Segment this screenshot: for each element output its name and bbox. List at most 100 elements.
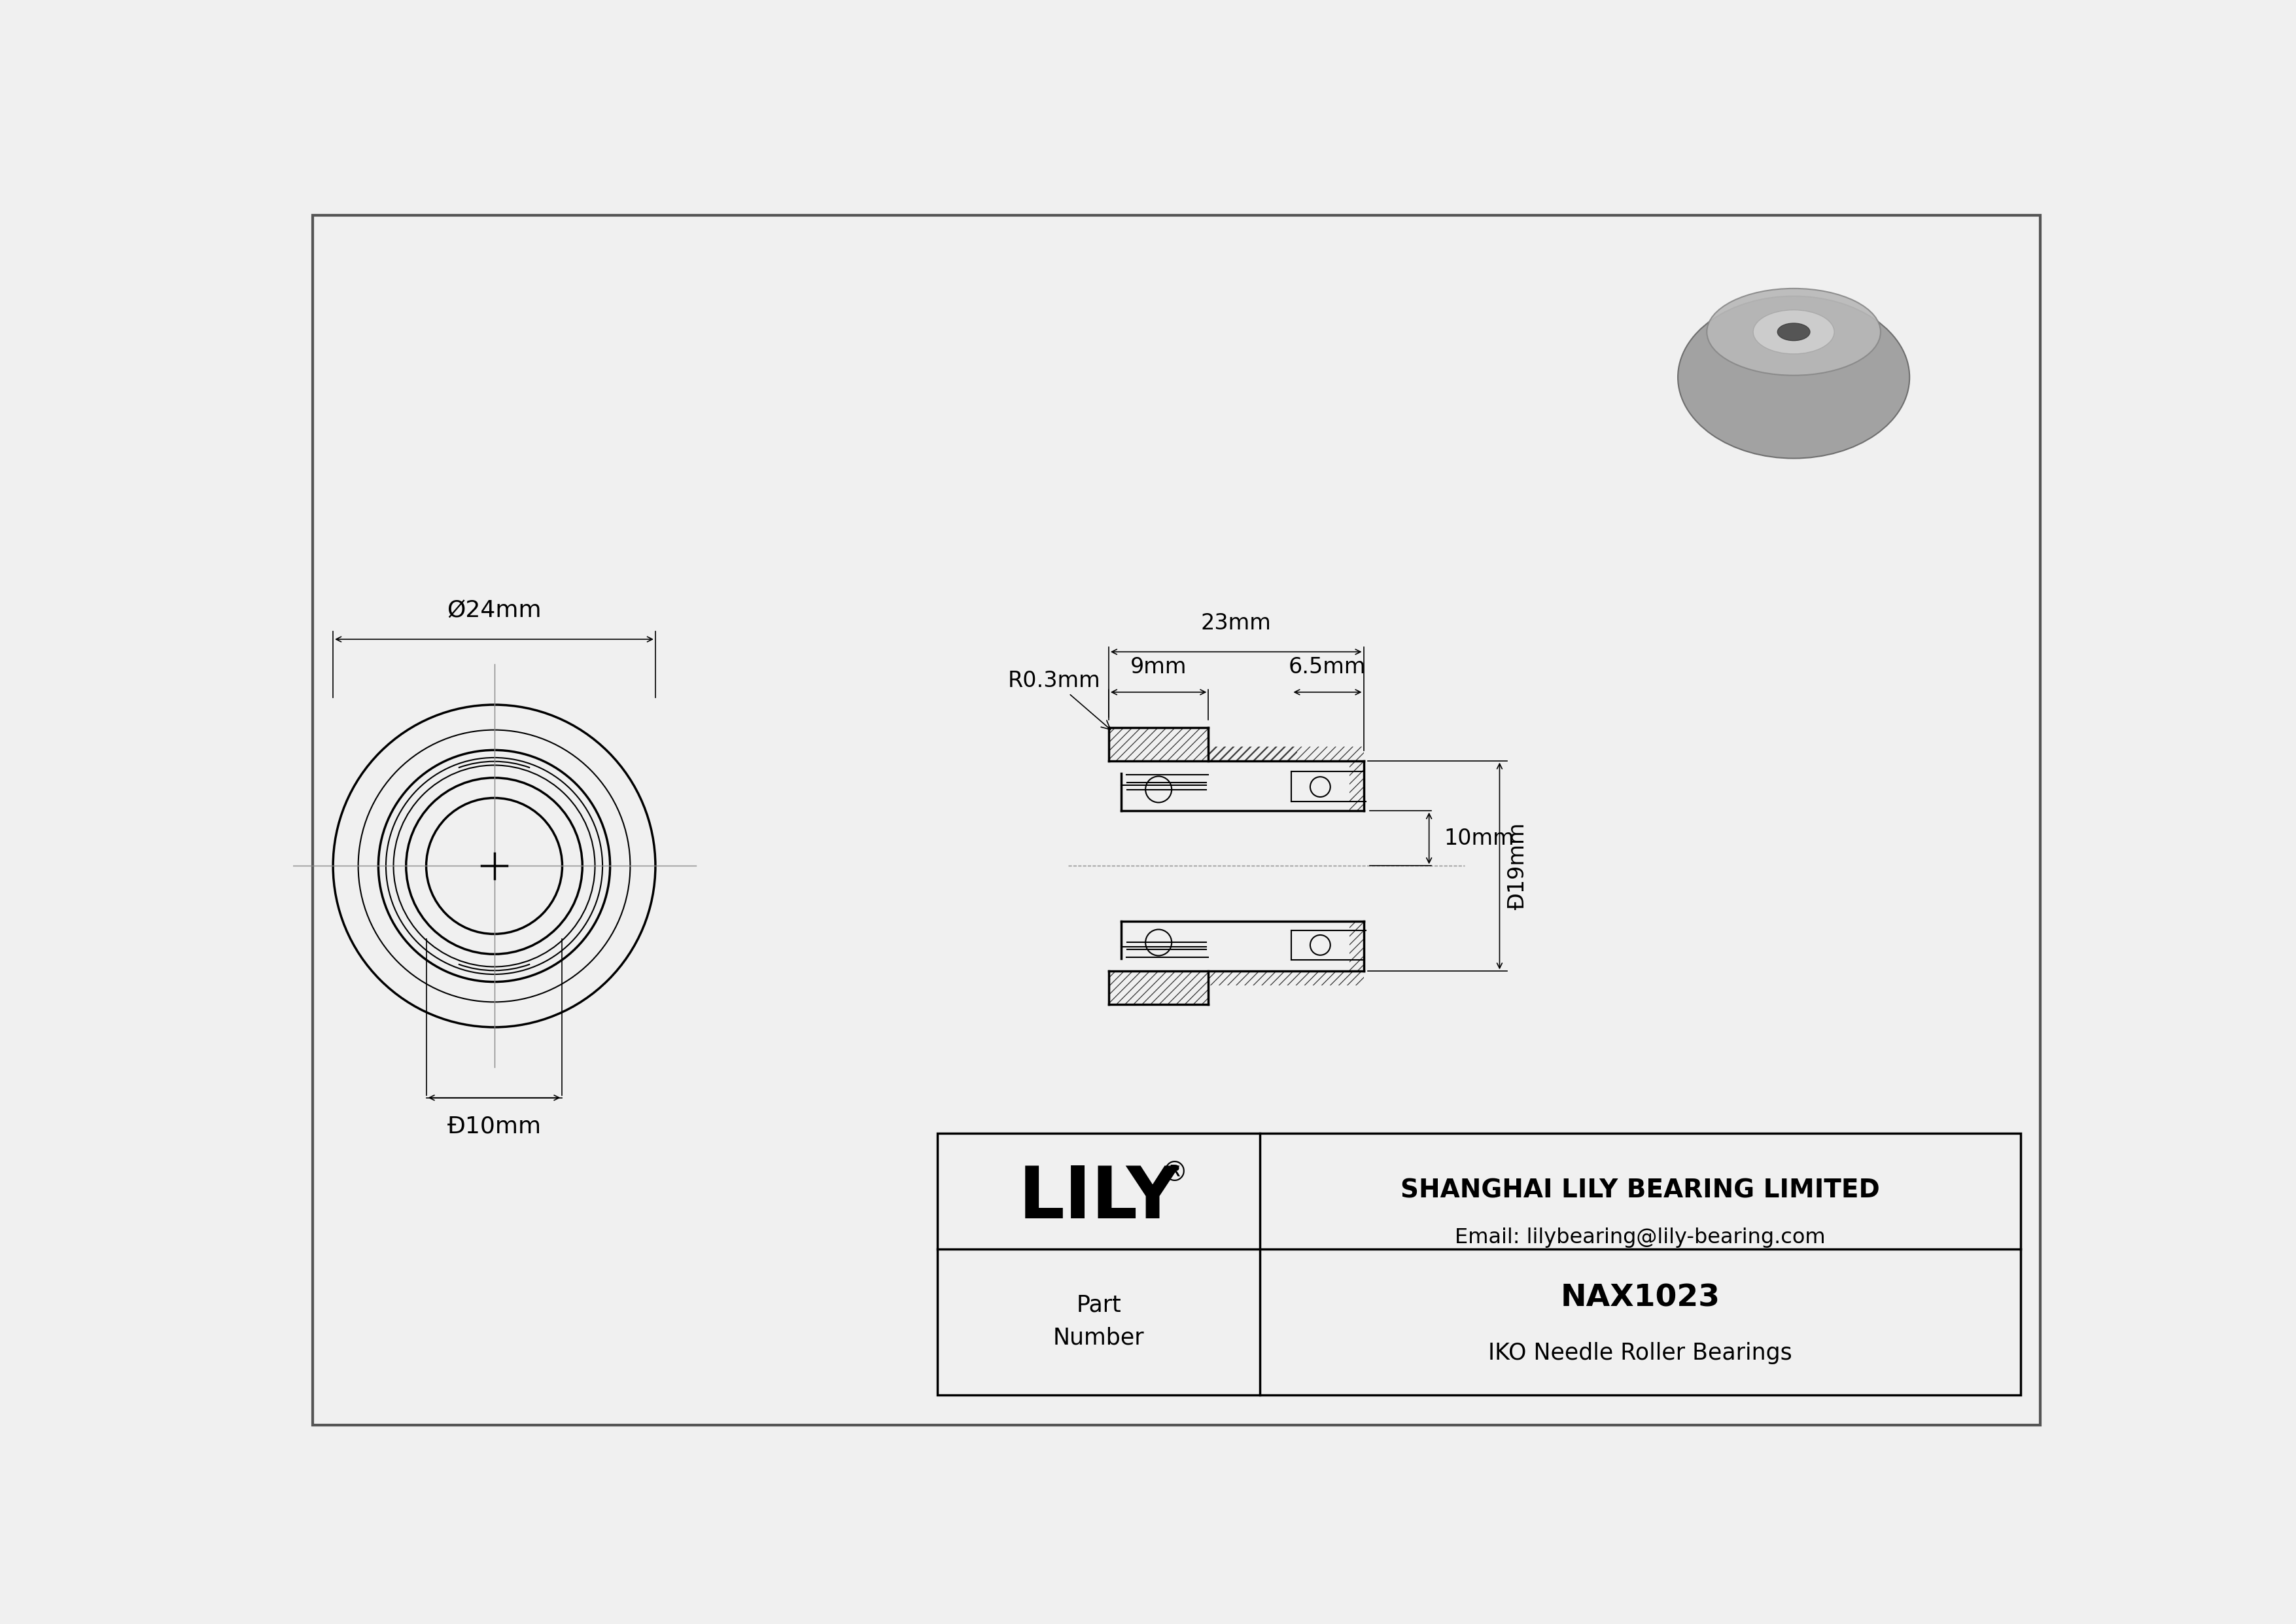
- Polygon shape: [1208, 971, 1364, 986]
- Polygon shape: [1350, 760, 1364, 810]
- Polygon shape: [1208, 747, 1297, 760]
- Polygon shape: [1208, 747, 1297, 760]
- Polygon shape: [1109, 971, 1208, 1005]
- Polygon shape: [1109, 971, 1208, 1005]
- Polygon shape: [1208, 747, 1364, 760]
- Polygon shape: [1109, 971, 1208, 1005]
- Polygon shape: [1208, 747, 1364, 760]
- Polygon shape: [1109, 728, 1208, 760]
- Polygon shape: [1109, 728, 1208, 760]
- Polygon shape: [1350, 760, 1364, 810]
- Polygon shape: [1350, 760, 1364, 810]
- Polygon shape: [1208, 747, 1364, 760]
- Polygon shape: [1208, 747, 1297, 760]
- Polygon shape: [1208, 747, 1364, 760]
- Polygon shape: [1208, 747, 1364, 760]
- Polygon shape: [1208, 747, 1297, 760]
- Polygon shape: [1208, 747, 1364, 760]
- Polygon shape: [1109, 971, 1208, 1005]
- Polygon shape: [1208, 971, 1364, 986]
- Polygon shape: [1109, 728, 1208, 760]
- Polygon shape: [1350, 921, 1364, 971]
- Polygon shape: [1208, 747, 1297, 760]
- Polygon shape: [1109, 971, 1208, 1005]
- Polygon shape: [1109, 728, 1208, 760]
- Polygon shape: [1109, 971, 1208, 1005]
- Polygon shape: [1109, 728, 1208, 760]
- Polygon shape: [1208, 747, 1297, 760]
- Polygon shape: [1350, 760, 1364, 810]
- Polygon shape: [1208, 971, 1364, 986]
- Polygon shape: [1208, 747, 1364, 760]
- Polygon shape: [1208, 747, 1364, 760]
- Polygon shape: [1208, 747, 1297, 760]
- Polygon shape: [1208, 747, 1364, 760]
- Polygon shape: [1350, 921, 1364, 971]
- Polygon shape: [1109, 971, 1208, 1005]
- Polygon shape: [1109, 728, 1208, 760]
- Polygon shape: [1208, 747, 1364, 760]
- Polygon shape: [1208, 747, 1364, 760]
- Polygon shape: [1109, 728, 1208, 760]
- Polygon shape: [1208, 747, 1364, 760]
- Polygon shape: [1208, 971, 1364, 986]
- Polygon shape: [1208, 747, 1297, 760]
- Polygon shape: [1350, 760, 1364, 810]
- Polygon shape: [1208, 747, 1364, 760]
- Polygon shape: [1350, 760, 1364, 810]
- Polygon shape: [1109, 728, 1208, 760]
- Polygon shape: [1208, 747, 1364, 760]
- Polygon shape: [1350, 921, 1364, 971]
- Polygon shape: [1109, 728, 1208, 760]
- Polygon shape: [1208, 971, 1364, 986]
- Polygon shape: [1350, 921, 1364, 971]
- Polygon shape: [1208, 747, 1297, 760]
- Polygon shape: [1208, 747, 1297, 760]
- Polygon shape: [1208, 747, 1297, 760]
- Polygon shape: [1208, 747, 1297, 760]
- Polygon shape: [1109, 728, 1208, 760]
- Polygon shape: [1208, 971, 1364, 986]
- Polygon shape: [1208, 971, 1364, 986]
- Polygon shape: [1208, 747, 1364, 760]
- Polygon shape: [1208, 747, 1297, 760]
- Polygon shape: [1109, 728, 1208, 760]
- Polygon shape: [1109, 971, 1208, 1005]
- Polygon shape: [1208, 747, 1297, 760]
- Polygon shape: [1109, 728, 1208, 760]
- Polygon shape: [1350, 760, 1364, 810]
- Polygon shape: [1109, 728, 1208, 760]
- Polygon shape: [1109, 971, 1208, 1005]
- Polygon shape: [1350, 760, 1364, 810]
- Polygon shape: [1208, 747, 1297, 760]
- Polygon shape: [1208, 971, 1364, 986]
- Polygon shape: [1208, 971, 1364, 986]
- Polygon shape: [1350, 921, 1364, 971]
- Polygon shape: [1109, 971, 1208, 1005]
- Polygon shape: [1208, 971, 1364, 986]
- Polygon shape: [1109, 728, 1208, 760]
- Polygon shape: [1208, 971, 1364, 986]
- Polygon shape: [1350, 921, 1364, 971]
- Polygon shape: [1109, 971, 1208, 1005]
- Polygon shape: [1350, 921, 1364, 971]
- Polygon shape: [1208, 747, 1297, 760]
- Polygon shape: [1109, 971, 1208, 1005]
- Polygon shape: [1208, 747, 1364, 760]
- Polygon shape: [1109, 971, 1208, 1005]
- Polygon shape: [1208, 971, 1364, 986]
- Polygon shape: [1208, 747, 1297, 760]
- Polygon shape: [1350, 760, 1364, 810]
- Polygon shape: [1208, 971, 1364, 986]
- Text: 10mm: 10mm: [1444, 828, 1515, 849]
- Text: SHANGHAI LILY BEARING LIMITED: SHANGHAI LILY BEARING LIMITED: [1401, 1177, 1880, 1203]
- Polygon shape: [1208, 747, 1364, 760]
- Polygon shape: [1208, 747, 1364, 760]
- Polygon shape: [1350, 921, 1364, 971]
- Polygon shape: [1208, 971, 1364, 986]
- Polygon shape: [1208, 971, 1364, 986]
- Polygon shape: [1208, 971, 1364, 986]
- Polygon shape: [1350, 760, 1364, 810]
- Polygon shape: [1208, 747, 1364, 760]
- Polygon shape: [1208, 747, 1364, 760]
